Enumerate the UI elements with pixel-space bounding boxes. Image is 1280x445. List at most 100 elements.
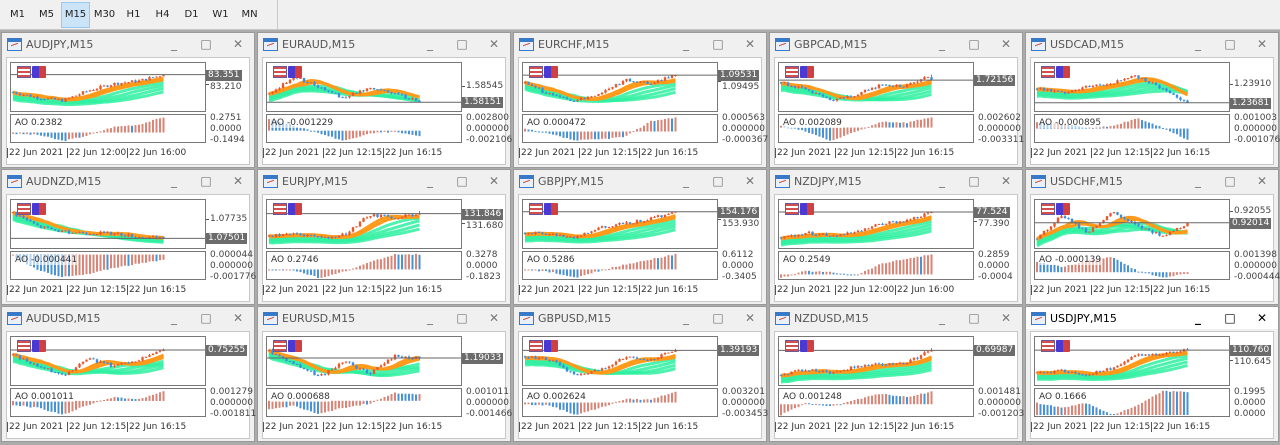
price-pane[interactable] <box>778 199 974 249</box>
one-click-trading-icon[interactable] <box>32 203 46 215</box>
price-pane[interactable] <box>266 336 462 386</box>
ao-indicator-pane[interactable]: AO 0.000688 <box>266 388 462 417</box>
timeframe-button-m30[interactable]: M30 <box>93 9 116 20</box>
timeframe-button-h1[interactable]: H1 <box>126 9 141 20</box>
chart-window-audnzd[interactable]: AUDNZD,M15 _ □ ✕ AO -0.000441 22 Jun 202… <box>1 169 256 305</box>
maximize-button[interactable]: □ <box>200 174 212 188</box>
window-title-bar[interactable]: USDCHF,M15 _ □ ✕ <box>1026 170 1278 192</box>
chart-window-eurjpy[interactable]: EURJPY,M15 _ □ ✕ AO 0.2746 22 Jun 2021 2… <box>257 169 511 305</box>
minimize-button[interactable]: _ <box>939 311 945 325</box>
price-pane[interactable] <box>266 62 462 112</box>
price-pane[interactable] <box>778 336 974 386</box>
chart-window-eurusd[interactable]: EURUSD,M15 _ □ ✕ AO 0.000688 22 Jun 2021… <box>257 306 512 442</box>
ao-indicator-pane[interactable]: AO 0.001011 <box>10 388 206 417</box>
window-title-bar[interactable]: GBPCAD,M15 _ □ ✕ <box>770 33 1022 55</box>
price-pane[interactable] <box>1034 199 1230 249</box>
window-title-bar[interactable]: GBPUSD,M15 _ □ ✕ <box>514 307 766 329</box>
one-click-trading-icon[interactable] <box>544 340 558 352</box>
close-button[interactable]: ✕ <box>1000 37 1012 51</box>
maximize-button[interactable]: □ <box>968 311 980 325</box>
trade-panel-icon[interactable] <box>273 340 287 352</box>
window-title-bar[interactable]: USDCAD,M15 _ □ ✕ <box>1026 33 1278 55</box>
minimize-button[interactable]: _ <box>1195 174 1201 188</box>
chart-area[interactable]: AO 0.2549 22 Jun 2021 22 Jun 12:00 22 Ju… <box>774 194 1018 302</box>
chart-window-euraud[interactable]: EURAUD,M15 _ □ ✕ AO -0.001229 22 Jun 202… <box>257 32 512 168</box>
minimize-button[interactable]: _ <box>939 174 945 188</box>
close-button[interactable]: ✕ <box>744 37 756 51</box>
chart-area[interactable]: AO -0.000139 22 Jun 2021 22 Jun 12:15 22… <box>1030 194 1280 302</box>
maximize-button[interactable]: □ <box>712 37 724 51</box>
minimize-button[interactable]: _ <box>427 174 433 188</box>
timeframe-button-m15[interactable]: M15 <box>61 1 90 28</box>
trade-panel-icon[interactable] <box>785 203 799 215</box>
ao-indicator-pane[interactable]: AO 0.000472 <box>522 114 718 143</box>
close-button[interactable]: ✕ <box>1256 174 1268 188</box>
one-click-trading-icon[interactable] <box>800 203 814 215</box>
trade-panel-icon[interactable] <box>1041 203 1055 215</box>
trade-panel-icon[interactable] <box>529 340 543 352</box>
close-button[interactable]: ✕ <box>488 311 500 325</box>
maximize-button[interactable]: □ <box>456 311 468 325</box>
price-pane[interactable] <box>1034 336 1230 386</box>
trade-panel-icon[interactable] <box>1041 340 1055 352</box>
timeframe-button-m5[interactable]: M5 <box>39 9 54 20</box>
price-pane[interactable] <box>10 336 206 386</box>
maximize-button[interactable]: □ <box>1224 37 1236 51</box>
chart-area[interactable]: AO 0.2382 22 Jun 2021 22 Jun 12:00 22 Ju… <box>6 57 250 165</box>
close-button[interactable]: ✕ <box>488 174 500 188</box>
maximize-button[interactable]: □ <box>1224 311 1236 325</box>
window-title-bar[interactable]: AUDNZD,M15 _ □ ✕ <box>2 170 254 192</box>
chart-area[interactable]: AO 0.2746 22 Jun 2021 22 Jun 12:15 22 Ju… <box>262 194 506 302</box>
one-click-trading-icon[interactable] <box>288 66 302 78</box>
price-pane[interactable] <box>522 336 718 386</box>
chart-window-audusd[interactable]: AUDUSD,M15 _ □ ✕ AO 0.001011 22 Jun 2021… <box>1 306 256 442</box>
chart-area[interactable]: AO 0.5286 22 Jun 2021 22 Jun 12:15 22 Ju… <box>518 194 762 302</box>
close-button[interactable]: ✕ <box>1000 174 1012 188</box>
ao-indicator-pane[interactable]: AO 0.002089 <box>778 114 974 143</box>
maximize-button[interactable]: □ <box>456 37 468 51</box>
one-click-trading-icon[interactable] <box>800 66 814 78</box>
one-click-trading-icon[interactable] <box>32 66 46 78</box>
trade-panel-icon[interactable] <box>17 203 31 215</box>
maximize-button[interactable]: □ <box>200 311 212 325</box>
price-pane[interactable] <box>522 199 718 249</box>
trade-panel-icon[interactable] <box>17 66 31 78</box>
minimize-button[interactable]: _ <box>683 174 689 188</box>
minimize-button[interactable]: _ <box>171 37 177 51</box>
ao-indicator-pane[interactable]: AO 0.2549 <box>778 251 974 280</box>
trade-panel-icon[interactable] <box>273 66 287 78</box>
window-title-bar[interactable]: NZDJPY,M15 _ □ ✕ <box>770 170 1022 192</box>
trade-panel-icon[interactable] <box>785 340 799 352</box>
close-button[interactable]: ✕ <box>232 174 244 188</box>
window-title-bar[interactable]: USDJPY,M15 _ □ ✕ <box>1026 307 1278 329</box>
trade-panel-icon[interactable] <box>17 340 31 352</box>
chart-area[interactable]: AO -0.000895 22 Jun 2021 22 Jun 12:15 22… <box>1030 57 1280 165</box>
chart-window-nzdusd[interactable]: NZDUSD,M15 _ □ ✕ AO 0.001248 22 Jun 2021… <box>769 306 1024 442</box>
one-click-trading-icon[interactable] <box>288 340 302 352</box>
maximize-button[interactable]: □ <box>968 37 980 51</box>
close-button[interactable]: ✕ <box>744 174 756 188</box>
minimize-button[interactable]: _ <box>171 311 177 325</box>
one-click-trading-icon[interactable] <box>288 203 302 215</box>
window-title-bar[interactable]: GBPJPY,M15 _ □ ✕ <box>514 170 766 192</box>
minimize-button[interactable]: _ <box>939 37 945 51</box>
chart-window-usdchf[interactable]: USDCHF,M15 _ □ ✕ AO -0.000139 22 Jun 202… <box>1025 169 1280 305</box>
chart-area[interactable]: AO 0.001011 22 Jun 2021 22 Jun 12:15 22 … <box>6 331 256 439</box>
window-title-bar[interactable]: EURCHF,M15 _ □ ✕ <box>514 33 766 55</box>
maximize-button[interactable]: □ <box>1224 174 1236 188</box>
trade-panel-icon[interactable] <box>529 66 543 78</box>
chart-area[interactable]: AO 0.001248 22 Jun 2021 22 Jun 12:15 22 … <box>774 331 1024 439</box>
timeframe-button-mn[interactable]: MN <box>241 9 258 20</box>
close-button[interactable]: ✕ <box>1000 311 1012 325</box>
maximize-button[interactable]: □ <box>200 37 212 51</box>
chart-window-eurchf[interactable]: EURCHF,M15 _ □ ✕ AO 0.000472 22 Jun 2021… <box>513 32 768 168</box>
timeframe-button-m1[interactable]: M1 <box>10 9 25 20</box>
chart-window-audjpy[interactable]: AUDJPY,M15 _ □ ✕ AO 0.2382 22 Jun 2021 2… <box>1 32 255 168</box>
chart-area[interactable]: AO 0.002624 22 Jun 2021 22 Jun 12:15 22 … <box>518 331 768 439</box>
ao-indicator-pane[interactable]: AO 0.001248 <box>778 388 974 417</box>
one-click-trading-icon[interactable] <box>32 340 46 352</box>
chart-area[interactable]: AO -0.001229 22 Jun 2021 22 Jun 12:15 22… <box>262 57 512 165</box>
close-button[interactable]: ✕ <box>232 37 244 51</box>
ao-indicator-pane[interactable]: AO 0.1666 <box>1034 388 1230 417</box>
maximize-button[interactable]: □ <box>968 174 980 188</box>
